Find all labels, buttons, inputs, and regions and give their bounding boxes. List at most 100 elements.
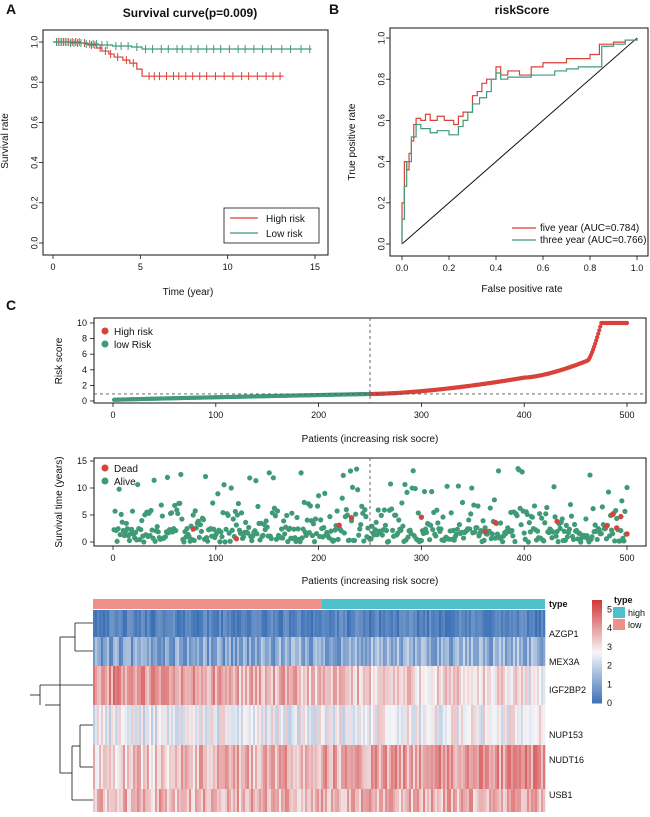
heatmap-cell-mex3a [345,637,348,666]
heatmap-cell-usb1 [423,789,426,812]
survtime-alive-point [118,511,124,518]
heatmap-cell-mex3a [449,637,452,666]
heatmap-cell-igf2bp2 [181,666,184,705]
heatmap-cell-igf2bp2 [317,666,320,705]
heatmap-cell-igf2bp2 [123,666,126,705]
heatmap-cell-azgp1 [105,610,108,637]
heatmap-cell-nup153 [167,705,170,745]
heatmap-cell-mex3a [175,637,178,666]
heatmap-cell-usb1 [343,789,346,812]
heatmap-cell-igf2bp2 [113,666,116,705]
heatmap-cell-nup153 [471,705,474,745]
heatmap-cell-usb1 [523,789,526,812]
heatmap-cell-nup153 [231,705,234,745]
heatmap-cell-nudt16 [399,745,402,789]
survtime-x-tick-label: 200 [311,553,326,563]
heatmap-cell-mex3a [335,637,338,666]
heatmap-cell-mex3a [383,637,386,666]
heatmap-cell-nudt16 [271,745,274,789]
survival-title: Survival curve(p=0.009) [123,6,257,20]
heatmap-cell-nudt16 [473,745,476,789]
heatmap-cell-usb1 [357,789,360,812]
survtime-alive-point [489,531,495,537]
survtime-alive-point [284,512,290,519]
heatmap-cell-mex3a [515,637,518,666]
heatmap-cell-azgp1 [325,610,328,637]
heatmap-cell-nup153 [365,705,368,745]
heatmap-cell-mex3a [289,637,292,666]
colorbar-tick-label: 4 [607,623,612,633]
heatmap-cell-nup153 [169,705,172,745]
heatmap-cell-nudt16 [225,745,228,789]
colorbar-segment [592,605,602,608]
heatmap-cell-usb1 [157,789,160,812]
colorbar-segment [592,610,602,613]
survtime-alive-point [492,535,499,541]
heatmap-cell-igf2bp2 [237,666,240,705]
heatmap-cell-usb1 [361,789,364,812]
heatmap-cell-azgp1 [477,610,480,637]
heatmap-cell-azgp1 [139,610,142,637]
heatmap-cell-nudt16 [429,745,432,789]
heatmap-cell-nup153 [531,705,534,745]
heatmap-cell-nup153 [529,705,532,745]
heatmap-cell-nup153 [243,705,246,745]
heatmap-cell-usb1 [331,789,334,812]
heatmap-cell-usb1 [277,789,280,812]
heatmap-cell-nup153 [211,705,214,745]
heatmap-cell-nudt16 [403,745,406,789]
heatmap-cell-usb1 [365,789,368,812]
heatmap-cell-usb1 [245,789,248,812]
heatmap-cell-nudt16 [105,745,108,789]
survival-y-tick-label: 0.0 [29,237,39,250]
heatmap-cell-igf2bp2 [531,666,534,705]
heatmap-cell-usb1 [543,789,546,812]
heatmap-cell-mex3a [357,637,360,666]
heatmap-cell-nudt16 [383,745,386,789]
heatmap-cell-azgp1 [539,610,542,637]
heatmap-cell-azgp1 [189,610,192,637]
heatmap-cell-azgp1 [243,610,246,637]
heatmap-cell-azgp1 [293,610,296,637]
heatmap-cell-mex3a [143,637,146,666]
heatmap-cell-mex3a [433,637,436,666]
heatmap-cell-nup153 [289,705,292,745]
colorbar-segment [592,665,602,668]
heatmap-cell-azgp1 [509,610,512,637]
survtime-dead-point [603,523,610,530]
heatmap-cell-nudt16 [345,745,348,789]
heatmap-cell-nudt16 [337,745,340,789]
heatmap-cell-nudt16 [115,745,118,789]
survtime-alive-point [598,530,604,537]
heatmap-cell-mex3a [403,637,406,666]
heatmap-cell-igf2bp2 [209,666,212,705]
survtime-alive-point [549,535,555,541]
heatmap-cell-mex3a [331,637,334,666]
survtime-alive-point [469,485,475,491]
heatmap-cell-nudt16 [207,745,210,789]
survtime-alive-point [553,533,559,539]
heatmap-cell-igf2bp2 [509,666,512,705]
heatmap-cell-azgp1 [221,610,224,637]
heatmap-cell-nup153 [459,705,462,745]
heatmap-cell-nudt16 [251,745,254,789]
colorbar-segment [592,618,602,622]
heatmap-cell-mex3a [507,637,510,666]
survtime-alive-point [192,508,198,514]
colorbar-segment [592,694,602,697]
type-annotation-low [93,599,322,609]
heatmap-cell-mex3a [389,637,392,666]
heatmap-cell-nup153 [237,705,240,745]
heatmap-cell-nup153 [405,705,408,745]
heatmap-cell-igf2bp2 [223,666,226,705]
survtime-alive-point [362,507,368,513]
heatmap-cell-usb1 [405,789,408,812]
survtime-alive-point [497,520,504,526]
legend-low-risk: Low risk [266,229,304,240]
heatmap-cell-mex3a [199,637,202,666]
colorbar-segment [592,646,602,649]
heatmap-cell-nup153 [377,705,380,745]
survival-chart: Survival curve(p=0.009) 0.00.20.40.60.81… [0,6,329,298]
heatmap-cell-usb1 [429,789,432,812]
heatmap-cell-nudt16 [335,745,338,789]
